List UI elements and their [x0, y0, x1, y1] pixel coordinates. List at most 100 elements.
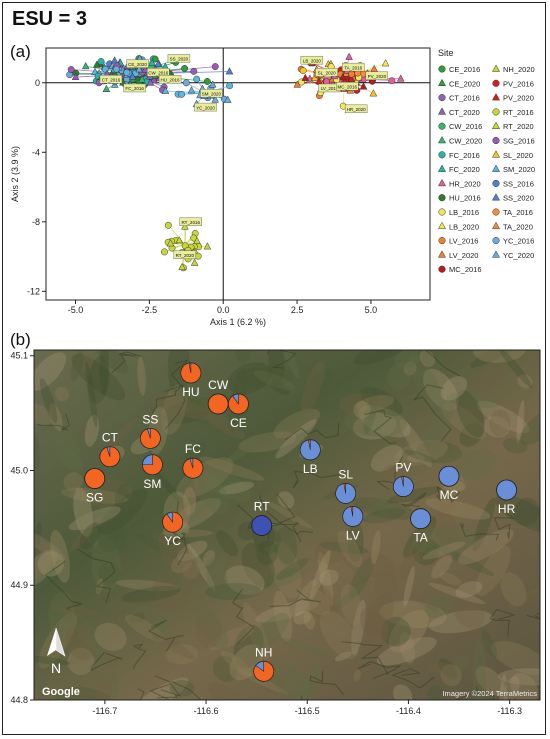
terrain-patch — [137, 356, 146, 396]
terrain-patch — [34, 403, 54, 425]
site-pie-FC: FC — [182, 442, 204, 479]
y-tick-label: -8 — [32, 217, 40, 227]
pie-slice — [228, 393, 249, 415]
terrain-patch — [409, 354, 445, 413]
site-pie-SG: SG — [84, 468, 106, 505]
north-arrow-icon: N — [47, 627, 66, 676]
centroid-label: SS_2020 — [170, 57, 189, 62]
terrain-ridge — [489, 609, 516, 637]
terrain-patch — [394, 350, 424, 369]
legend-marker — [492, 136, 500, 145]
terrain-ridge — [111, 351, 142, 374]
pie-slice — [496, 479, 518, 501]
data-point — [178, 262, 186, 271]
terrain-patch — [353, 350, 410, 365]
terrain-patch — [475, 545, 511, 596]
terrain-patch — [347, 521, 364, 563]
legend-label: TA_2020 — [503, 222, 533, 231]
legend-label: CW_2016 — [449, 122, 482, 131]
terrain-patch — [187, 397, 210, 425]
centroid-label: TA_2016 — [344, 65, 362, 70]
pie-slice — [142, 454, 163, 476]
terrain-patch — [499, 674, 507, 700]
terrain-patch — [399, 632, 416, 664]
terrain-patch — [98, 562, 120, 585]
terrain-patch — [481, 629, 498, 659]
y-axis-label: Axis 2 (3.9 %) — [10, 146, 20, 202]
x-tick-label: -2.5 — [142, 305, 158, 315]
terrain-patch — [504, 675, 520, 700]
terrain-patch — [423, 368, 459, 411]
terrain-patch — [228, 575, 244, 601]
legend-label: SS_2020 — [503, 194, 534, 203]
centroid-label: LV_2016 — [321, 86, 339, 91]
terrain-patch — [39, 378, 58, 424]
lat-tick-label: 45.0 — [10, 465, 28, 475]
terrain-patch — [360, 607, 381, 638]
site-pie-SL: SL — [335, 467, 357, 504]
terrain-patch — [428, 582, 485, 605]
terrain-ridge — [45, 560, 83, 611]
terrain-patch — [440, 664, 462, 687]
legend-marker — [437, 250, 447, 258]
legend-label: CW_2020 — [449, 137, 482, 146]
terrain-patch — [387, 362, 412, 390]
data-point — [71, 72, 80, 80]
data-point — [135, 65, 143, 73]
terrain-patch — [241, 542, 275, 588]
centroid-label-box — [200, 88, 223, 98]
terrain-patch — [271, 381, 290, 395]
centroid-label-box — [342, 62, 365, 72]
centroid-label-box — [336, 82, 359, 91]
site-label: SL — [338, 467, 353, 481]
terrain-patch — [264, 500, 313, 529]
terrain-patch — [70, 486, 99, 547]
data-point — [148, 58, 156, 66]
legend-marker — [491, 121, 501, 129]
site-label: HU — [182, 385, 199, 399]
terrain-patch — [307, 584, 338, 624]
centroid-label-box — [194, 102, 217, 112]
terrain-patch — [454, 654, 470, 672]
site-label: PV — [395, 461, 411, 475]
terrain-patch — [273, 408, 321, 439]
pie-slice — [300, 439, 321, 461]
legend-marker — [491, 93, 501, 101]
terrain-patch — [34, 530, 66, 561]
terrain-patch — [375, 571, 398, 599]
terrain-ridge — [424, 350, 461, 377]
terrain-patch — [360, 387, 403, 417]
terrain-patch — [207, 682, 245, 700]
terrain-patch — [500, 572, 527, 607]
data-point — [381, 59, 390, 67]
terrain-patch — [269, 541, 302, 599]
terrain-patch — [441, 402, 487, 440]
terrain-patch — [162, 396, 221, 424]
map-background — [34, 350, 540, 700]
data-point — [161, 248, 168, 256]
terrain-patch — [403, 361, 417, 376]
legend-marker — [438, 122, 446, 130]
terrain-patch — [470, 366, 508, 392]
north-arrow-right — [55, 627, 66, 657]
centroid-label-box — [365, 71, 389, 81]
pie-slice — [342, 506, 364, 527]
terrain-patch — [218, 481, 255, 495]
terrain-patch — [193, 471, 230, 514]
terrain-patch — [227, 440, 257, 463]
centroid-label-box — [300, 55, 324, 65]
terrain-ridge — [364, 409, 397, 445]
terrain-ridge — [269, 589, 321, 607]
terrain-patch — [114, 483, 129, 506]
legend-marker — [492, 237, 500, 245]
legend-label: SS_2016 — [503, 179, 534, 188]
pie-slice — [410, 508, 431, 530]
legend-marker — [438, 94, 446, 102]
terrain-ridge — [170, 680, 202, 700]
terrain-patch — [169, 679, 195, 697]
legend-marker — [491, 164, 501, 172]
site-label: LB — [303, 462, 318, 476]
legend-marker — [437, 221, 447, 230]
terrain-patch — [517, 374, 533, 389]
